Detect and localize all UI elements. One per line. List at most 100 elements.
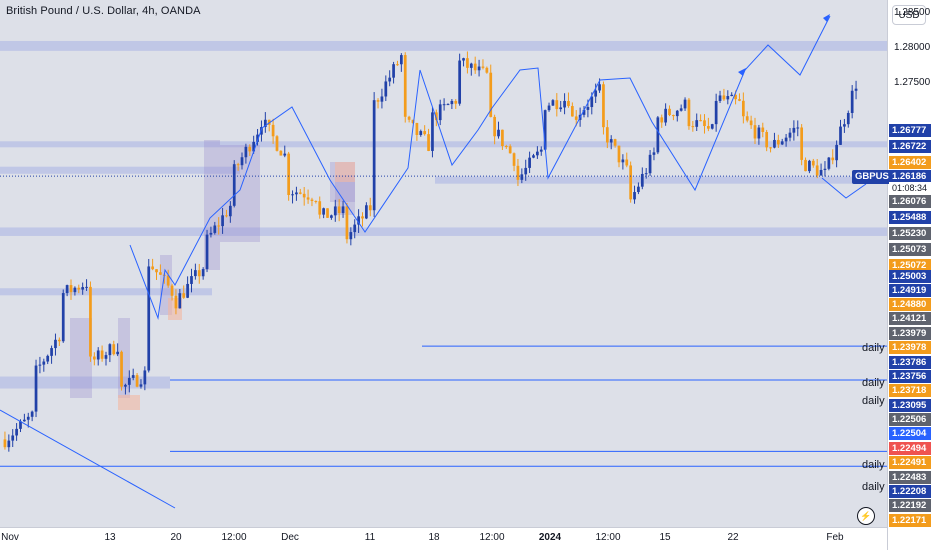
candle-body: [598, 84, 601, 91]
candle-body: [341, 206, 345, 214]
candle-body: [850, 90, 854, 113]
swing-path: [129, 15, 831, 320]
candle-body: [485, 67, 489, 73]
candle-body: [823, 168, 827, 170]
candle-body: [392, 64, 395, 78]
candle-body: [248, 146, 252, 152]
chart-title: British Pound / U.S. Dollar, 4h, OANDA: [6, 5, 201, 17]
time-tick-label: Nov: [1, 532, 19, 543]
candle-body: [201, 269, 205, 277]
candle-body: [664, 108, 667, 123]
candle-body: [780, 141, 784, 145]
candle-body: [112, 344, 116, 355]
range-box: [335, 175, 355, 215]
candle-body: [489, 72, 493, 117]
time-axis[interactable]: [0, 527, 887, 550]
candle-body: [213, 225, 217, 233]
candle-body: [710, 124, 714, 129]
candle-body: [454, 100, 458, 104]
time-tick-label: Feb: [826, 532, 844, 543]
candle-body: [291, 194, 294, 196]
candle-body: [640, 173, 644, 187]
candle-body: [574, 116, 578, 120]
candle-body: [462, 58, 465, 61]
candle-body: [174, 295, 178, 309]
price-badge: 1.26777: [889, 124, 931, 137]
candle-body: [77, 287, 81, 290]
candle-body: [547, 105, 551, 111]
candle-body: [621, 159, 625, 163]
candle-body: [722, 95, 726, 100]
time-tick-label: 22: [727, 532, 739, 543]
candle-body: [365, 205, 368, 219]
candle-body: [773, 139, 776, 148]
candle-body: [81, 287, 85, 290]
candle-body: [504, 146, 508, 148]
candle-body: [431, 112, 434, 151]
candle-body: [434, 112, 438, 121]
zone-rect: [0, 166, 240, 174]
lightning-icon[interactable]: ⚡: [857, 507, 875, 525]
candle-body: [236, 164, 240, 166]
candle-body: [675, 110, 679, 117]
candle-body: [590, 96, 594, 108]
currency-button[interactable]: USD: [892, 5, 926, 25]
candle-body: [287, 153, 291, 196]
candle-body: [776, 139, 780, 145]
candle-body: [256, 134, 259, 142]
candle-body: [61, 293, 65, 342]
candle-body: [714, 100, 718, 125]
candle-body: [648, 154, 652, 174]
candle-body: [796, 127, 800, 129]
candle-body: [314, 201, 318, 203]
candle-body: [691, 126, 695, 128]
candlestick-chart[interactable]: [0, 0, 887, 527]
candle-body: [536, 151, 539, 156]
range-box: [70, 318, 92, 398]
candle-body: [11, 435, 15, 441]
candle-body: [15, 428, 18, 436]
candle-body: [65, 285, 69, 294]
range-box: [118, 395, 140, 410]
candle-body: [753, 125, 757, 139]
daily-label: daily: [862, 395, 885, 407]
price-badge: 1.23786: [889, 356, 931, 369]
candle-body: [629, 165, 633, 200]
arrow-head-icon: [738, 68, 746, 76]
candle-body: [345, 206, 349, 240]
candle-body: [380, 96, 384, 102]
price-tick-label: 1.28000: [894, 42, 931, 54]
candle-body: [625, 159, 629, 166]
daily-label: daily: [862, 377, 885, 389]
candle-body: [182, 293, 186, 298]
candle-body: [613, 139, 617, 146]
candle-body: [120, 351, 123, 387]
range-box: [335, 162, 355, 182]
zone-rect: [0, 288, 212, 296]
candle-body: [450, 100, 454, 105]
candle-body: [407, 116, 411, 120]
symbol-badge[interactable]: GBPUSD: [852, 170, 899, 184]
candle-body: [155, 269, 158, 273]
candle-body: [539, 149, 543, 152]
candle-body: [528, 157, 531, 168]
price-badge: 1.25230: [889, 227, 931, 240]
candle-body: [194, 270, 197, 277]
candle-body: [131, 375, 135, 378]
candle-body: [570, 106, 574, 117]
candle-body: [19, 421, 22, 429]
candle-body: [372, 100, 376, 211]
candle-body: [765, 131, 769, 148]
time-tick-label: Dec: [281, 532, 299, 543]
candle-body: [209, 232, 213, 235]
price-badge: 1.22171: [889, 514, 931, 527]
daily-label: daily: [862, 481, 885, 493]
candle-body: [555, 100, 559, 110]
chart-area[interactable]: [0, 0, 887, 527]
candle-body: [116, 351, 120, 355]
candle-body: [846, 112, 850, 125]
candle-body: [252, 141, 256, 152]
candle-body: [477, 66, 481, 71]
price-tick-label: 1.28500: [894, 6, 931, 18]
candle-body: [396, 64, 399, 66]
